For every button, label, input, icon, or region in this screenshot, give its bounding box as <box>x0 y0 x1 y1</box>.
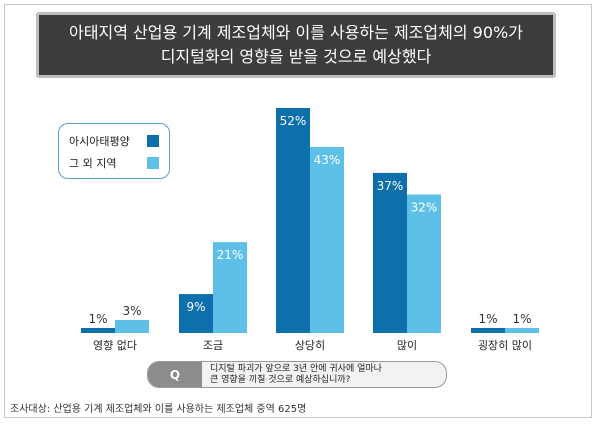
chart-title-line1: 아태지역 산업용 기계 제조업체와 이를 사용하는 제조업체의 90%가 <box>69 23 523 42</box>
legend-item-series2: 그 외 지역 <box>69 155 159 171</box>
bar-series1-4 <box>471 328 505 333</box>
chart-title-line2: 디지털화의 영향을 받을 것으로 예상했다 <box>160 47 432 66</box>
data-label-series1-3: 37% <box>377 179 404 193</box>
legend: 아시아태평양 그 외 지역 <box>58 123 170 179</box>
bar-series2-0 <box>115 320 149 333</box>
bar-series1-3 <box>373 172 407 333</box>
data-label-series1-1: 9% <box>186 300 205 314</box>
bar-series2-2 <box>310 146 344 333</box>
question-line2: 큰 영향을 끼칠 것으로 예상하십니까? <box>210 375 351 385</box>
data-label-series1-2: 52% <box>280 114 307 128</box>
category-label-2: 상당히 <box>295 338 325 352</box>
category-label-4: 굉장히 많이 <box>478 338 532 352</box>
legend-label-series1: 아시아태평양 <box>69 135 130 148</box>
data-label-series2-4: 1% <box>512 312 531 326</box>
survey-footnote: 조사대상: 산업용 기계 제조업체와 이를 사용하는 제조업체 중역 625명 <box>10 404 307 415</box>
bar-series2-3 <box>407 194 441 333</box>
data-label-series1-0: 1% <box>88 312 107 326</box>
data-label-series2-2: 43% <box>314 153 341 167</box>
question-text: 디지털 파괴가 앞으로 3년 안에 귀사에 얼마나 큰 영향을 끼칠 것으로 예… <box>210 364 442 386</box>
question-badge: Q <box>148 362 202 387</box>
bar-series2-1 <box>213 242 247 333</box>
legend-swatch-series1 <box>147 135 159 147</box>
chart-title-box: 아태지역 산업용 기계 제조업체와 이를 사용하는 제조업체의 90%가 디지털… <box>36 12 556 78</box>
legend-swatch-series2 <box>147 157 159 169</box>
bar-series1-1 <box>179 294 213 333</box>
data-label-series2-1: 21% <box>217 248 244 262</box>
question-box: Q 디지털 파괴가 앞으로 3년 안에 귀사에 얼마나 큰 영향을 끼칠 것으로… <box>147 361 447 388</box>
legend-item-series1: 아시아태평양 <box>69 133 159 149</box>
bar-series1-2 <box>276 108 310 333</box>
category-label-0: 영향 없다 <box>93 339 137 352</box>
data-label-series1-4: 1% <box>478 312 497 326</box>
bar-series2-4 <box>505 328 539 333</box>
data-label-series2-3: 32% <box>411 201 438 215</box>
question-line1: 디지털 파괴가 앞으로 3년 안에 귀사에 얼마나 <box>210 364 382 374</box>
legend-label-series2: 그 외 지역 <box>69 157 117 170</box>
category-label-1: 조금 <box>203 339 223 352</box>
bar-series1-0 <box>81 328 115 333</box>
data-label-series2-0: 3% <box>122 304 141 318</box>
category-label-3: 많이 <box>397 339 417 352</box>
